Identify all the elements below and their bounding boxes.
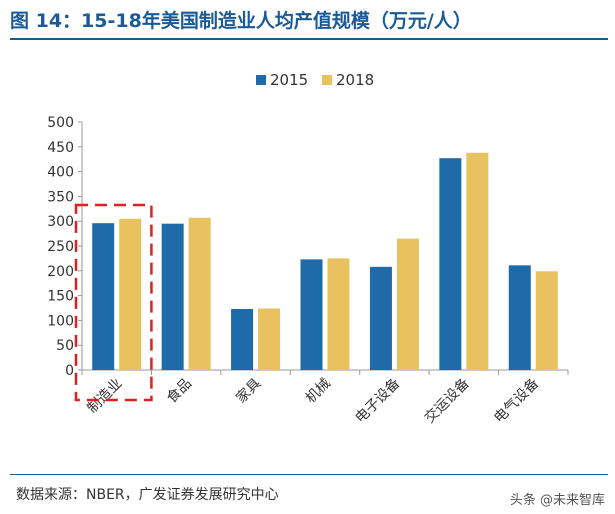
bar-2018-制造业	[119, 218, 142, 370]
y-tick-label: 250	[47, 239, 74, 255]
bar-2015-机械	[300, 259, 323, 370]
y-tick-label: 0	[65, 363, 74, 379]
y-tick-label: 500	[47, 115, 74, 131]
bar-2015-交运设备	[439, 158, 462, 370]
legend-swatch-2015	[256, 75, 266, 85]
bar-2018-家具	[258, 308, 281, 370]
bar-2015-制造业	[92, 223, 115, 370]
title-divider	[10, 38, 608, 40]
watermark: 头条 @未来智库	[509, 493, 605, 508]
x-tick-label: 电子设备	[352, 375, 404, 427]
footer-divider	[10, 474, 608, 475]
y-tick-label: 100	[47, 313, 74, 329]
bar-2015-食品	[161, 223, 184, 370]
bar-2015-电子设备	[369, 266, 392, 370]
legend-label-2015: 2015	[270, 71, 308, 89]
bar-2018-机械	[327, 258, 350, 370]
y-tick-label: 50	[56, 338, 74, 354]
bar-2015-家具	[231, 308, 254, 370]
legend-swatch-2018	[322, 75, 332, 85]
x-tick-label: 交运设备	[421, 375, 473, 427]
x-tick-label: 机械	[303, 376, 334, 407]
bar-2015-电气设备	[508, 265, 531, 370]
legend-label-2018: 2018	[336, 71, 374, 89]
y-tick-label: 200	[47, 264, 74, 280]
x-tick-label: 电气设备	[490, 375, 542, 427]
bar-2018-电子设备	[396, 238, 419, 370]
bar-chart: 2015 2018 0 50 100 150 200 250 300 350 400 450 500 制造…	[47, 71, 569, 427]
y-tick-label: 300	[47, 214, 74, 230]
chart-title: 图 14：15-18年美国制造业人均产值规模（万元/人）	[10, 10, 472, 32]
bar-2018-食品	[188, 217, 211, 370]
y-tick-label: 450	[47, 140, 74, 156]
y-tick-label: 150	[47, 289, 74, 305]
x-tick-label: 食品	[163, 375, 195, 407]
source-note: 数据来源：NBER，广发证券发展研究中心	[16, 487, 279, 503]
highlight-box	[74, 203, 153, 402]
x-tick-label: 制造业	[85, 376, 126, 417]
y-tick-label: 350	[47, 189, 74, 205]
bar-2018-交运设备	[466, 152, 489, 370]
bar-2018-电气设备	[535, 271, 558, 370]
x-tick-label: 家具	[233, 375, 265, 407]
y-tick-label: 400	[47, 165, 74, 181]
